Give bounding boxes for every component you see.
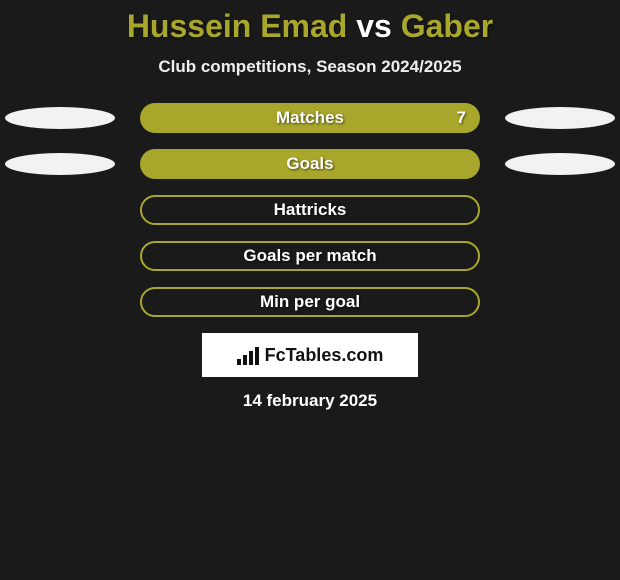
left-ellipse: [5, 107, 115, 129]
logo-text: FcTables.com: [265, 345, 384, 366]
stat-label: Hattricks: [274, 200, 347, 220]
bar-wrap: Goals: [140, 149, 480, 179]
stat-value: 7: [457, 108, 466, 128]
stat-bar: Hattricks: [140, 195, 480, 225]
stat-label: Goals: [286, 154, 333, 174]
stat-bar: Goals: [140, 149, 480, 179]
bar-wrap: Hattricks: [140, 195, 480, 225]
icon-bar: [243, 355, 247, 365]
subtitle: Club competitions, Season 2024/2025: [0, 57, 620, 77]
right-ellipse: [505, 153, 615, 175]
stat-row: Matches 7: [0, 103, 620, 133]
stat-bar: Min per goal: [140, 287, 480, 317]
bar-wrap: Goals per match: [140, 241, 480, 271]
stat-bar: Goals per match: [140, 241, 480, 271]
title-vs: vs: [347, 8, 400, 44]
right-ellipse: [505, 107, 615, 129]
page-title: Hussein Emad vs Gaber: [0, 8, 620, 45]
stat-row: Goals per match: [0, 241, 620, 271]
stat-rows: Matches 7 Goals Hattricks Goals per match Min…: [0, 103, 620, 317]
icon-bar: [249, 351, 253, 365]
stat-bar: Matches 7: [140, 103, 480, 133]
bar-wrap: Min per goal: [140, 287, 480, 317]
footer-date: 14 february 2025: [0, 391, 620, 411]
stat-label: Matches: [276, 108, 344, 128]
title-player-2: Gaber: [401, 8, 493, 44]
bar-chart-icon: [237, 345, 259, 365]
stat-label: Goals per match: [243, 246, 376, 266]
comparison-card: Hussein Emad vs Gaber Club competitions,…: [0, 0, 620, 411]
fctables-logo[interactable]: FcTables.com: [202, 333, 418, 377]
stat-row: Min per goal: [0, 287, 620, 317]
stat-row: Hattricks: [0, 195, 620, 225]
icon-bar: [237, 359, 241, 365]
left-ellipse: [5, 153, 115, 175]
stat-label: Min per goal: [260, 292, 360, 312]
title-player-1: Hussein Emad: [127, 8, 348, 44]
icon-bar: [255, 347, 259, 365]
stat-row: Goals: [0, 149, 620, 179]
bar-wrap: Matches 7: [140, 103, 480, 133]
